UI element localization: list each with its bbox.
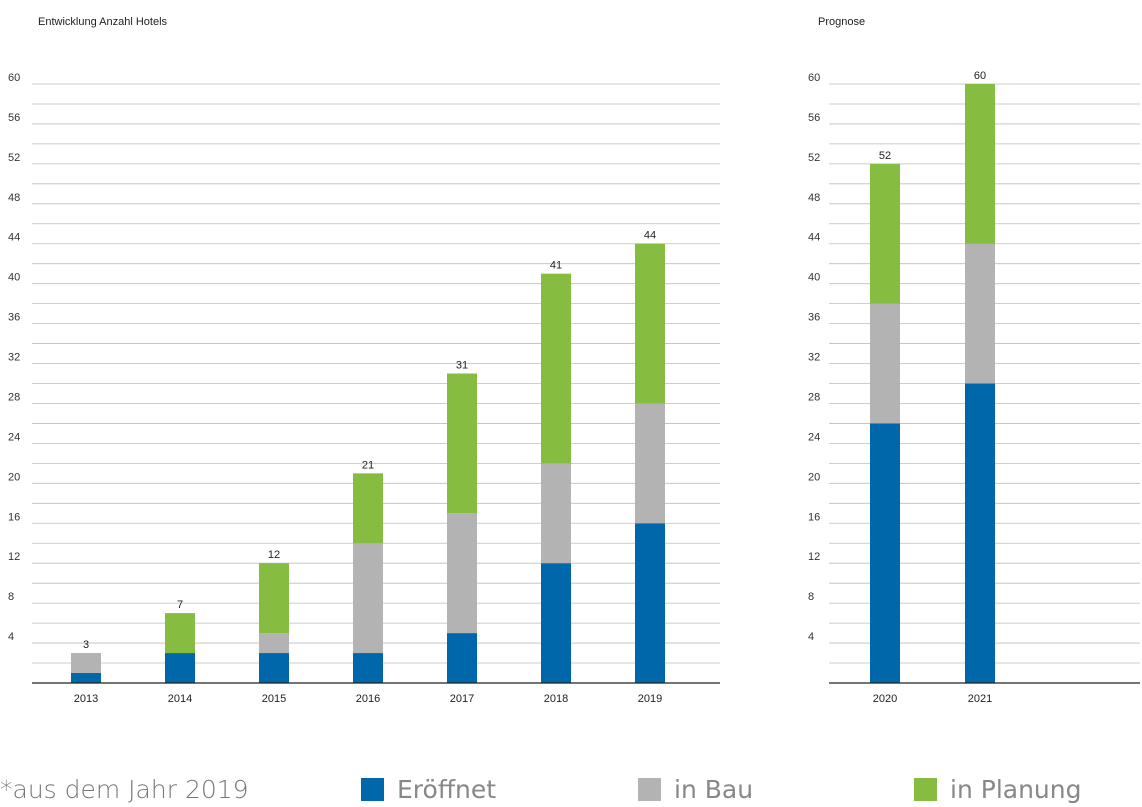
x-tick-label-forecast-2021: 2021 [968,693,992,705]
y-tick-label-history-32: 32 [8,352,20,364]
chart-title-history: Entwicklung Anzahl Hotels [38,16,168,28]
y-tick-label-history-12: 12 [8,551,20,563]
bar-history-2014-eröffnet [165,653,195,683]
y-tick-label-history-44: 44 [8,232,20,244]
y-tick-label-forecast-24: 24 [808,431,820,443]
bar-forecast-2020-in-planung [870,163,900,304]
y-tick-label-history-60: 60 [8,72,20,84]
legend-label-eroeffnet: Eröffnet [397,775,497,804]
x-tick-label-history-2019: 2019 [638,693,662,705]
legend-item-eroeffnet: Eröffnet [361,775,496,804]
bar-history-2017-in-planung [447,373,477,514]
y-tick-label-forecast-28: 28 [808,391,820,403]
chart-canvas: 4812162024283236404448525660320137201412… [8,70,1140,705]
y-tick-label-forecast-32: 32 [808,352,820,364]
bar-history-2015-in-planung [259,563,289,634]
bar-history-2018-in-planung [541,273,571,464]
bar-forecast-2021-in-planung [965,84,995,244]
bar-history-2015-in-bau [259,633,289,654]
total-label-forecast-2021: 60 [974,70,986,82]
x-tick-label-history-2018: 2018 [544,693,568,705]
y-tick-label-forecast-36: 36 [808,312,820,324]
x-tick-label-forecast-2020: 2020 [873,693,897,705]
bar-history-2015-eröffnet [259,653,289,683]
legend-swatch-in-planung [914,778,937,801]
legend-item-in-planung: in Planung [914,775,1081,804]
bar-forecast-2020-in-bau [870,303,900,424]
y-tick-label-history-40: 40 [8,272,20,284]
bar-history-2013-in-bau [71,653,101,674]
y-tick-label-history-56: 56 [8,112,20,124]
legend-label-in-planung: in Planung [950,775,1082,804]
legend-swatch-in-bau [638,778,661,801]
bar-forecast-2021-eröffnet [965,383,995,683]
y-tick-label-forecast-20: 20 [808,471,820,483]
y-tick-label-forecast-8: 8 [808,591,814,603]
y-tick-label-history-16: 16 [8,511,20,523]
total-label-history-2019: 44 [644,230,656,242]
x-tick-label-history-2016: 2016 [356,693,380,705]
x-tick-label-history-2014: 2014 [168,693,192,705]
bar-history-2019-eröffnet [635,523,665,683]
total-label-history-2015: 12 [268,549,280,561]
y-tick-label-history-48: 48 [8,192,20,204]
bar-history-2017-in-bau [447,513,477,634]
bar-history-2014-in-planung [165,613,195,654]
total-label-history-2014: 7 [177,599,183,611]
legend-label-in-bau: in Bau [674,775,754,804]
bar-history-2017-eröffnet [447,633,477,683]
y-tick-label-history-36: 36 [8,312,20,324]
bar-history-2016-eröffnet [353,653,383,683]
x-tick-label-history-2013: 2013 [74,693,98,705]
bar-history-2016-in-bau [353,543,383,654]
footnote: *aus dem Jahr 2019 [0,775,249,804]
y-tick-label-history-24: 24 [8,431,20,443]
bar-history-2013-eröffnet [71,673,101,683]
y-tick-label-history-4: 4 [8,631,14,643]
y-tick-label-forecast-48: 48 [808,192,820,204]
y-tick-label-forecast-40: 40 [808,272,820,284]
y-tick-label-history-28: 28 [8,391,20,403]
x-tick-label-history-2015: 2015 [262,693,286,705]
total-label-history-2016: 21 [362,459,374,471]
legend-item-in-bau: in Bau [638,775,753,804]
bar-history-2018-eröffnet [541,563,571,683]
y-tick-label-forecast-56: 56 [808,112,820,124]
y-tick-label-forecast-52: 52 [808,152,820,164]
bar-history-2018-in-bau [541,463,571,564]
bar-forecast-2020-eröffnet [870,423,900,683]
y-tick-label-history-8: 8 [8,591,14,603]
bar-history-2016-in-planung [353,473,383,544]
total-label-history-2013: 3 [83,639,89,651]
legend-swatch-eroeffnet [361,778,384,801]
y-tick-label-forecast-60: 60 [808,72,820,84]
total-label-history-2017: 31 [456,360,468,372]
y-tick-label-forecast-44: 44 [808,232,820,244]
bar-forecast-2021-in-bau [965,243,995,384]
total-label-history-2018: 41 [550,260,562,272]
y-tick-label-history-20: 20 [8,471,20,483]
bar-history-2019-in-planung [635,243,665,404]
total-label-forecast-2020: 52 [879,150,891,162]
y-tick-label-forecast-12: 12 [808,551,820,563]
y-tick-label-forecast-16: 16 [808,511,820,523]
y-tick-label-history-52: 52 [8,152,20,164]
y-tick-label-forecast-4: 4 [808,631,814,643]
x-tick-label-history-2017: 2017 [450,693,474,705]
bar-history-2019-in-bau [635,403,665,524]
chart-title-forecast: Prognose [818,16,866,28]
